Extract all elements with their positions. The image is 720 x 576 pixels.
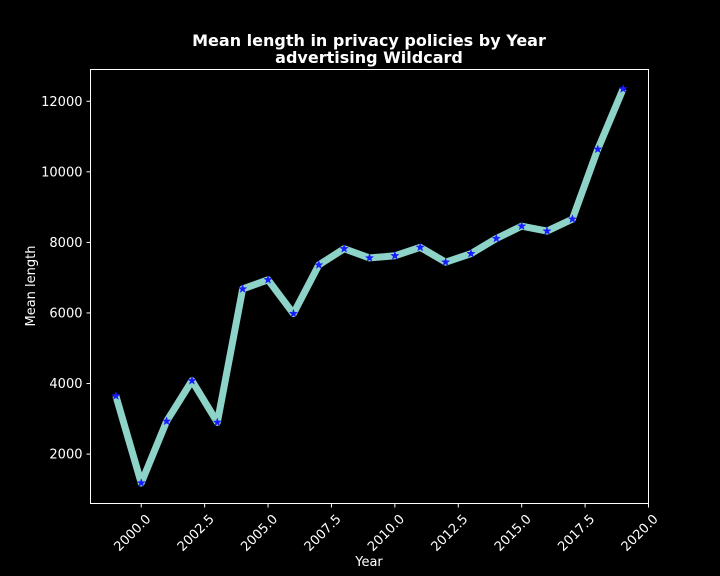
- chart-subtitle: advertising Wildcard: [275, 48, 463, 67]
- data-point-marker: [364, 252, 375, 262]
- data-point-marker: [111, 390, 121, 400]
- data-point-marker: [466, 248, 476, 258]
- y-tick-label: 2000: [49, 448, 82, 463]
- data-point-marker: [440, 257, 451, 267]
- x-axis-label: Year: [354, 555, 383, 570]
- y-tick-label: 6000: [49, 306, 82, 321]
- data-point-marker: [187, 375, 197, 385]
- data-point-marker: [516, 221, 527, 231]
- data-point-marker: [263, 274, 273, 284]
- data-point-marker: [237, 284, 248, 293]
- data-point-marker: [491, 233, 502, 243]
- y-axis: 2000 4000 6000 8000 10000 12000: [41, 95, 91, 463]
- data-point-marker: [339, 243, 349, 253]
- data-point-marker: [314, 260, 324, 269]
- data-point-marker: [136, 478, 146, 488]
- data-point-marker: [542, 226, 552, 236]
- chart-title: Mean length in privacy policies by Year: [192, 31, 546, 50]
- y-tick-label: 10000: [41, 165, 82, 180]
- series-layer: [111, 83, 628, 488]
- y-tick-label: 12000: [41, 95, 82, 110]
- data-point-marker: [390, 250, 400, 260]
- data-point-marker: [161, 416, 172, 426]
- data-point-marker: [567, 214, 578, 224]
- y-tick-label: 4000: [49, 377, 82, 392]
- data-point-marker: [593, 144, 603, 154]
- plot-area-frame: [90, 69, 649, 504]
- y-axis-label: Mean length: [24, 246, 39, 327]
- data-point-marker: [618, 83, 628, 93]
- data-point-marker: [415, 242, 425, 252]
- y-tick-label: 8000: [49, 236, 82, 251]
- data-point-marker: [288, 308, 299, 318]
- data-point-marker: [212, 417, 223, 427]
